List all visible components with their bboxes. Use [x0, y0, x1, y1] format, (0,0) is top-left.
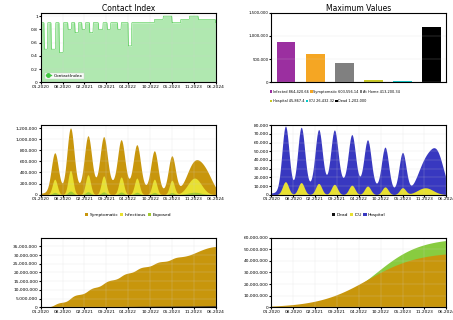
Title: Contact Index: Contact Index [101, 4, 155, 13]
Title: Maximum Values: Maximum Values [326, 4, 391, 13]
Bar [276, 42, 295, 82]
Bar [364, 80, 383, 82]
Legend: Dead, ICU, Hospital: Dead, ICU, Hospital [330, 211, 387, 219]
Bar [306, 54, 325, 82]
Bar [335, 63, 354, 82]
Legend: Hospital 45,867.4, ICU 26,432.32, Dead 1,202,000: Hospital 45,867.4, ICU 26,432.32, Dead 1… [270, 99, 367, 103]
Bar [422, 27, 441, 82]
Legend: ContactIndex: ContactIndex [45, 73, 84, 79]
Legend: Symptomatic, Infectious, Exposed: Symptomatic, Infectious, Exposed [83, 211, 173, 219]
Bar [393, 81, 412, 82]
